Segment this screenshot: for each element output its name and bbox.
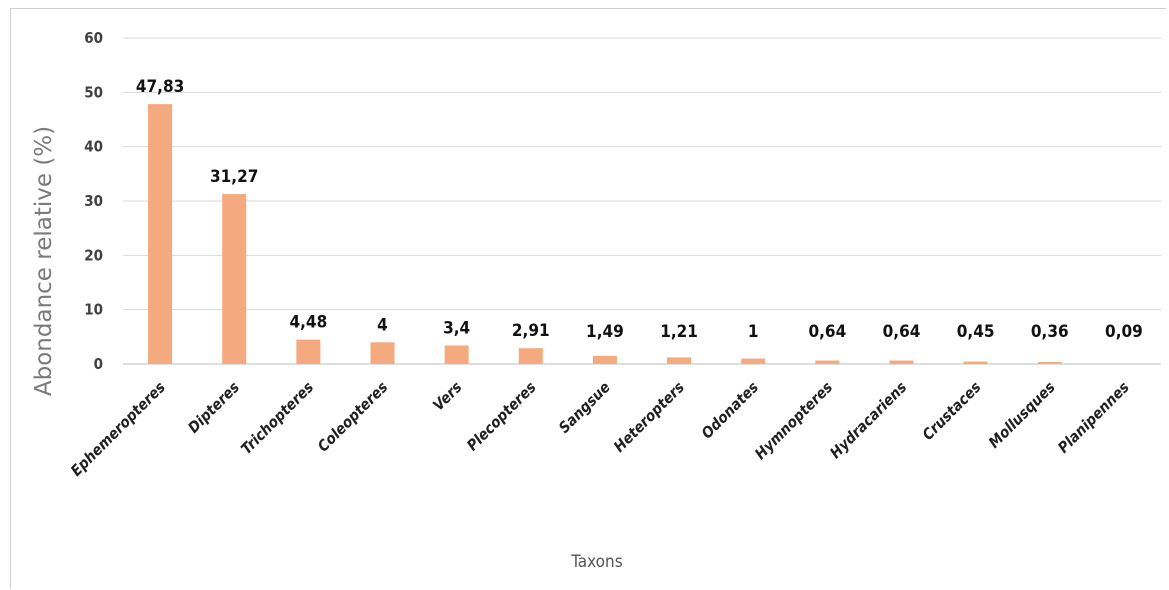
y-tick-label: 10: [84, 301, 103, 319]
bar-mollusques: [1037, 362, 1062, 364]
x-category-label: Mollusques: [985, 378, 1059, 452]
bar-ephemeropteres: [148, 104, 173, 365]
x-category-label: Hydracariens: [826, 378, 910, 462]
bar-sangsue: [592, 355, 617, 364]
x-category-label: Planipennes: [1054, 378, 1133, 457]
x-category-label: Sangsue: [555, 378, 614, 437]
y-tick-label: 20: [84, 246, 103, 264]
data-label: 0,36: [1031, 322, 1069, 342]
x-category-label: Odonates: [698, 378, 762, 442]
y-tick-label: 40: [84, 138, 103, 156]
data-label: 0,45: [957, 322, 995, 342]
x-category-label: Hymnopteres: [751, 378, 836, 463]
bar-trichopteres: [296, 339, 321, 364]
bar-hydracariens: [889, 360, 914, 364]
x-category-label: Dipteres: [184, 378, 243, 437]
y-tick-label: 0: [94, 355, 103, 373]
x-axis-categories: Ephemeropteres DipteresTrichopteresColeop…: [67, 378, 1133, 480]
data-label: 4,48: [289, 313, 327, 333]
x-category-label: Heteropters: [610, 378, 688, 456]
data-labels: 47,83 31,27 4,48 4 3,4 2,91 1,49 1,21 1 0,64 0,64 0…: [136, 77, 1143, 342]
y-tick-label: 50: [84, 83, 103, 101]
bar-coleopteres: [370, 342, 395, 364]
bar-heteropters: [667, 357, 692, 364]
y-tick-label: 30: [84, 192, 103, 210]
bar-odonates: [741, 358, 766, 364]
data-label: 2,91: [512, 321, 550, 341]
x-category-label: Vers: [429, 378, 465, 414]
grid-lines: [123, 37, 1161, 311]
bar-hymnopteres: [815, 360, 840, 364]
chart-frame: 0 10 20 30 40 50 60 47,83 31,27 4,48 4 3,4 2,91 1,49…: [10, 8, 1166, 589]
bars: [148, 104, 1136, 365]
x-category-label: Crustaces: [919, 378, 985, 444]
x-category-label: Plecopteres: [463, 378, 539, 454]
bar-plecopteres: [518, 348, 543, 364]
data-label: 0,64: [883, 322, 921, 342]
data-label: 0,09: [1105, 322, 1143, 342]
data-label: 1,49: [586, 322, 624, 342]
bar-crustaces: [963, 361, 988, 364]
y-axis-ticks: 0 10 20 30 40 50 60: [84, 29, 103, 373]
data-label: 47,83: [136, 77, 184, 97]
bar-vers: [444, 345, 469, 364]
y-axis-title: Abondance relative (%): [31, 126, 57, 396]
data-label: 1: [748, 322, 759, 342]
x-category-label: Ephemeropteres: [67, 378, 169, 480]
data-label: 0,64: [808, 322, 846, 342]
x-category-label: Trichopteres: [237, 378, 317, 458]
data-label: 1,21: [660, 322, 698, 342]
y-tick-label: 60: [84, 29, 103, 47]
x-axis-title: Taxons: [570, 552, 622, 572]
data-label: 4: [377, 315, 388, 335]
bar-dipteres: [222, 194, 247, 364]
data-label: 3,4: [443, 319, 470, 339]
bar-chart: 0 10 20 30 40 50 60 47,83 31,27 4,48 4 3,4 2,91 1,49…: [31, 29, 1161, 572]
x-category-label: Coleopteres: [314, 378, 391, 455]
data-label: 31,27: [210, 167, 258, 187]
